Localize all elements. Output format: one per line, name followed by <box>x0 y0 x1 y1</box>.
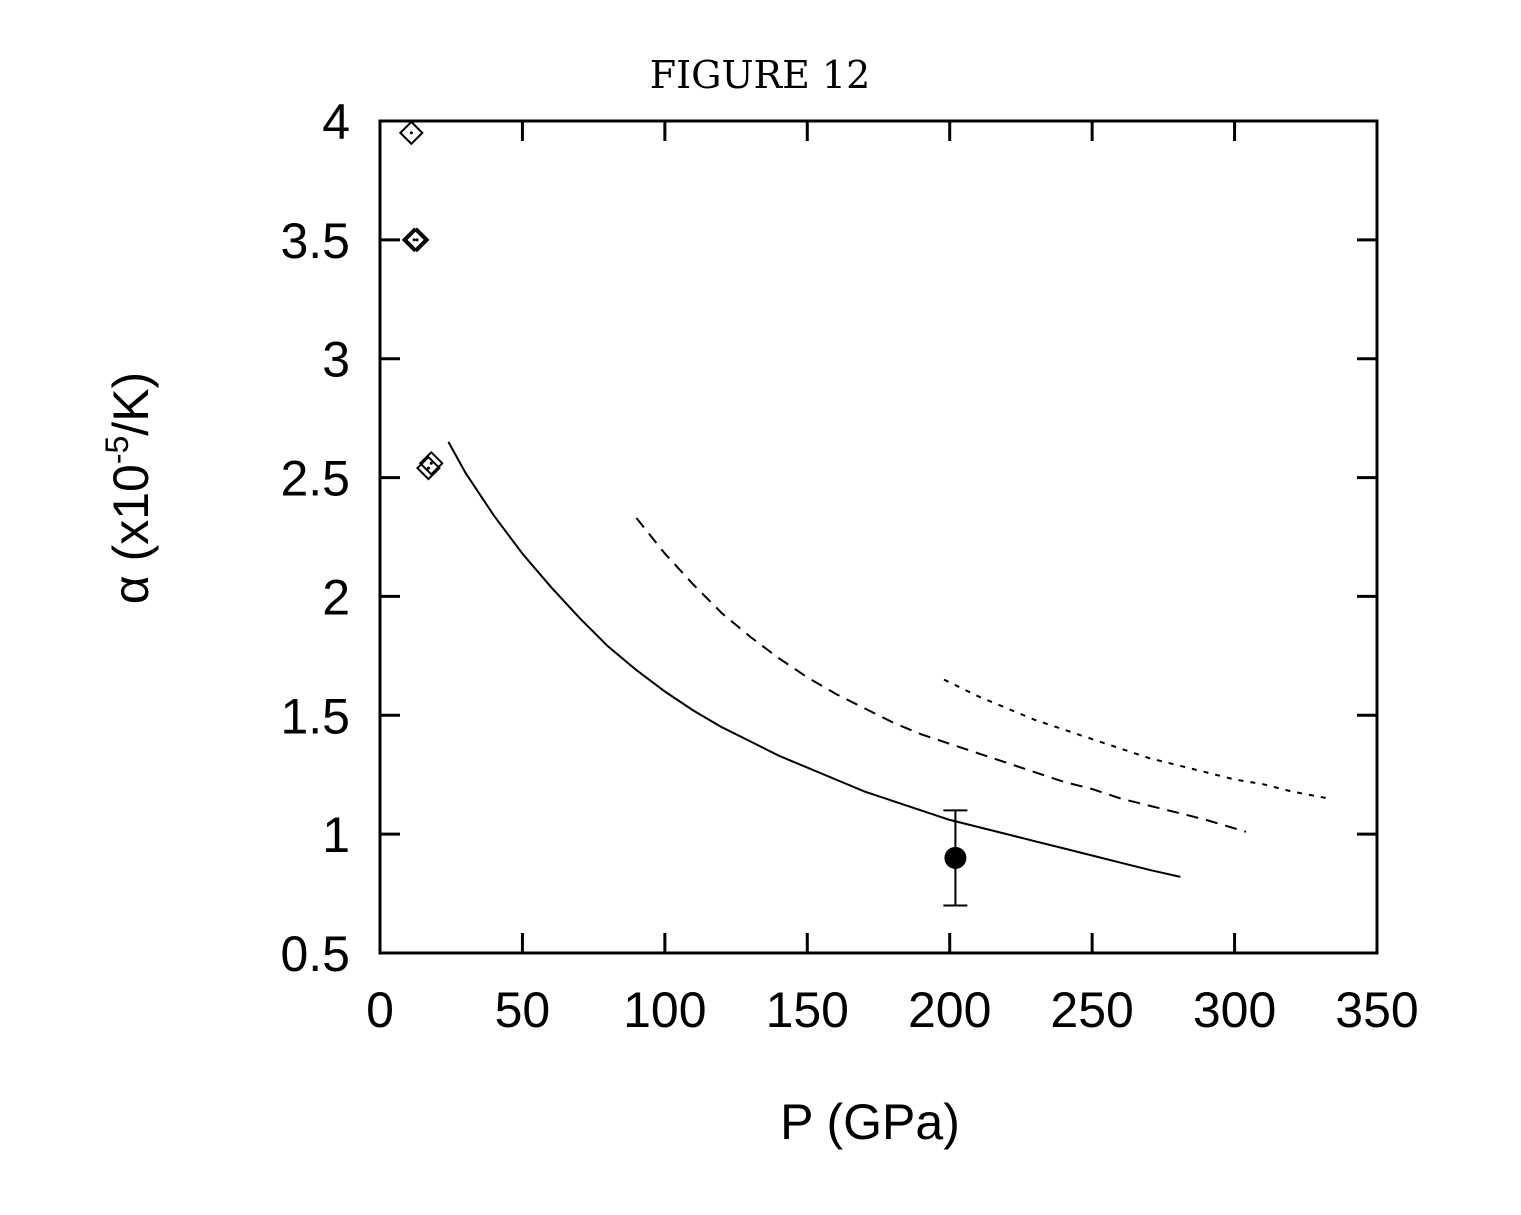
y-axis-label: α (x10-5/K) <box>99 372 159 604</box>
x-axis: 0 50 100 150 200 250 300 350 <box>366 121 1419 1038</box>
y-tick-label: 2.5 <box>280 451 350 507</box>
x-tick-label: 300 <box>1193 982 1276 1038</box>
open-diamond-point <box>418 450 444 476</box>
x-tick-label: 200 <box>908 982 991 1038</box>
y-tick-label: 3.5 <box>280 213 350 269</box>
x-tick-label: 100 <box>623 982 706 1038</box>
y-tick-label: 1.5 <box>280 688 350 744</box>
diamond-center-dot <box>412 238 416 242</box>
diamond-marker <box>418 450 444 476</box>
y-axis-label-prefix: α (x10 <box>103 464 159 604</box>
diamond-marker <box>404 227 430 253</box>
diamond-marker <box>398 120 424 146</box>
series-line-dotted <box>943 678 1329 800</box>
x-tick-label: 250 <box>1050 982 1133 1038</box>
series-line-dashed <box>635 517 1247 833</box>
plot-frame <box>378 119 1379 955</box>
y-tick-label: 3 <box>322 332 350 388</box>
x-tick-label: 350 <box>1335 982 1418 1038</box>
y-axis: 0.5 1 1.5 2 2.5 3 3.5 4 <box>280 94 1377 982</box>
chart-title: FIGURE 12 <box>650 53 871 97</box>
diamond-center-dot <box>429 461 433 465</box>
diamond-marker <box>401 227 427 253</box>
y-tick-label: 0.5 <box>280 926 350 982</box>
open-diamond-point <box>404 227 430 253</box>
y-tick-label: 4 <box>322 94 350 150</box>
open-diamond-point <box>401 227 427 253</box>
y-tick-label: 1 <box>322 807 350 863</box>
filled-point-with-error-bar <box>943 809 968 907</box>
y-axis-label-superscript: -5 <box>99 436 135 464</box>
x-tick-label: 150 <box>766 982 849 1038</box>
filled-circle-point <box>944 846 967 869</box>
series-line-solid <box>447 441 1181 878</box>
x-tick-label: 50 <box>495 982 551 1038</box>
diamond-center-dot <box>409 131 413 135</box>
x-tick-label: 0 <box>366 982 394 1038</box>
y-tick-label: 2 <box>322 569 350 625</box>
diamond-center-dot <box>415 238 419 242</box>
plot-area <box>398 120 1329 907</box>
open-diamond-point <box>398 120 424 146</box>
y-axis-label-suffix: /K) <box>103 372 159 436</box>
x-axis-label: P (GPa) <box>780 1094 960 1150</box>
diamond-center-dot <box>426 466 430 470</box>
